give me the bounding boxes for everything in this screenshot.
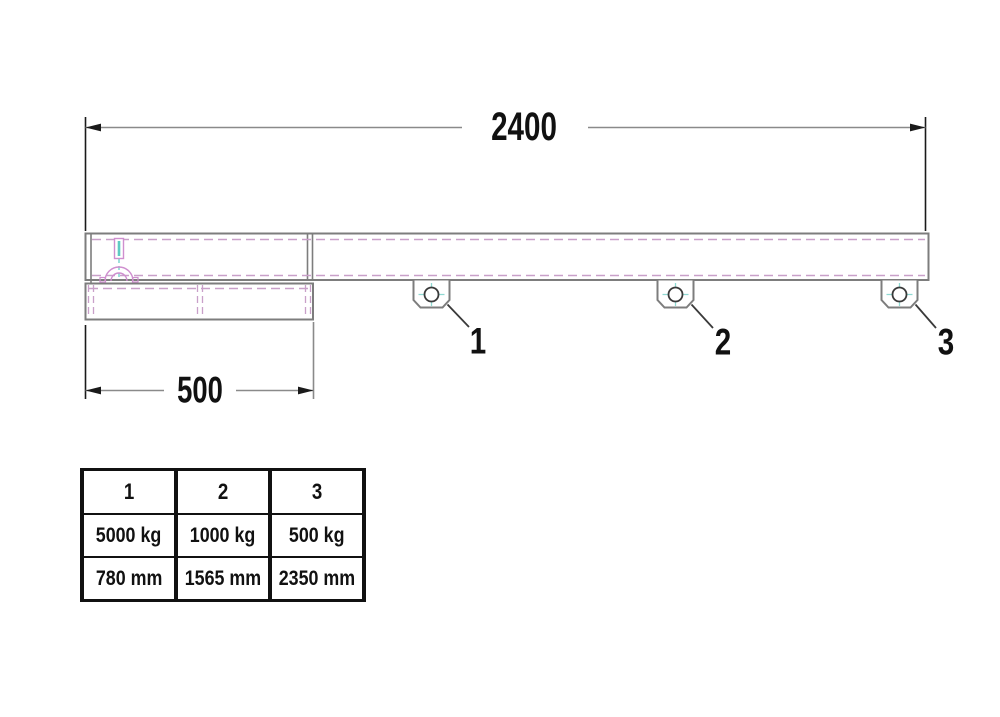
leader-line-3 xyxy=(914,303,937,329)
leader-line-1 xyxy=(446,303,470,328)
capacity-hook-2: 1000 kg xyxy=(176,514,270,557)
locking-pin-icon xyxy=(99,237,139,283)
capacity-hook-3: 500 kg xyxy=(270,514,364,557)
hook-hole xyxy=(891,286,908,303)
hook-point-label-1: 1 xyxy=(469,320,487,362)
table-distance-row: 780 mm 1565 mm 2350 mm xyxy=(82,557,364,600)
fork-pocket xyxy=(84,282,314,321)
hook-hole xyxy=(423,286,440,303)
table-header-hook-3: 3 xyxy=(270,470,364,514)
overall-dimension-line xyxy=(84,117,927,231)
handle-outer-arc xyxy=(104,266,134,282)
arrowhead-right xyxy=(298,386,314,395)
table-header-row: 1 2 3 xyxy=(82,470,364,514)
leader-line-2 xyxy=(690,303,714,329)
hook-point-1 xyxy=(412,280,470,328)
hook-point-label-2: 2 xyxy=(714,321,732,363)
arrowhead-right xyxy=(910,123,926,132)
pocket-dimension-line xyxy=(84,322,315,399)
hook-hole xyxy=(667,286,684,303)
pocket-length-dimension-text: 500 xyxy=(172,371,228,409)
load-capacity-table: 1 2 3 5000 kg 1000 kg 500 kg 780 mm 1565… xyxy=(80,468,366,602)
handle-inner-arc xyxy=(110,272,128,282)
table-header-hook-2: 2 xyxy=(176,470,270,514)
capacity-hook-1: 5000 kg xyxy=(82,514,176,557)
beam-outline xyxy=(84,232,930,321)
arrowhead-left xyxy=(85,386,101,395)
table-header-hook-1: 1 xyxy=(82,470,176,514)
hook-point-2 xyxy=(656,280,714,329)
pocket-rib-hidden-lines xyxy=(87,285,312,318)
distance-hook-3: 2350 mm xyxy=(270,557,364,600)
overall-length-dimension-text: 2400 xyxy=(486,107,562,147)
hook-point-label-3: 3 xyxy=(937,321,955,363)
table-capacity-row: 5000 kg 1000 kg 500 kg xyxy=(82,514,364,557)
distance-hook-1: 780 mm xyxy=(82,557,176,600)
handle-foot-right xyxy=(131,276,139,283)
arrowhead-left xyxy=(85,123,101,132)
main-beam xyxy=(84,232,930,281)
hook-point-3 xyxy=(880,280,937,329)
distance-hook-2: 1565 mm xyxy=(176,557,270,600)
handle-foot-left xyxy=(99,276,107,283)
